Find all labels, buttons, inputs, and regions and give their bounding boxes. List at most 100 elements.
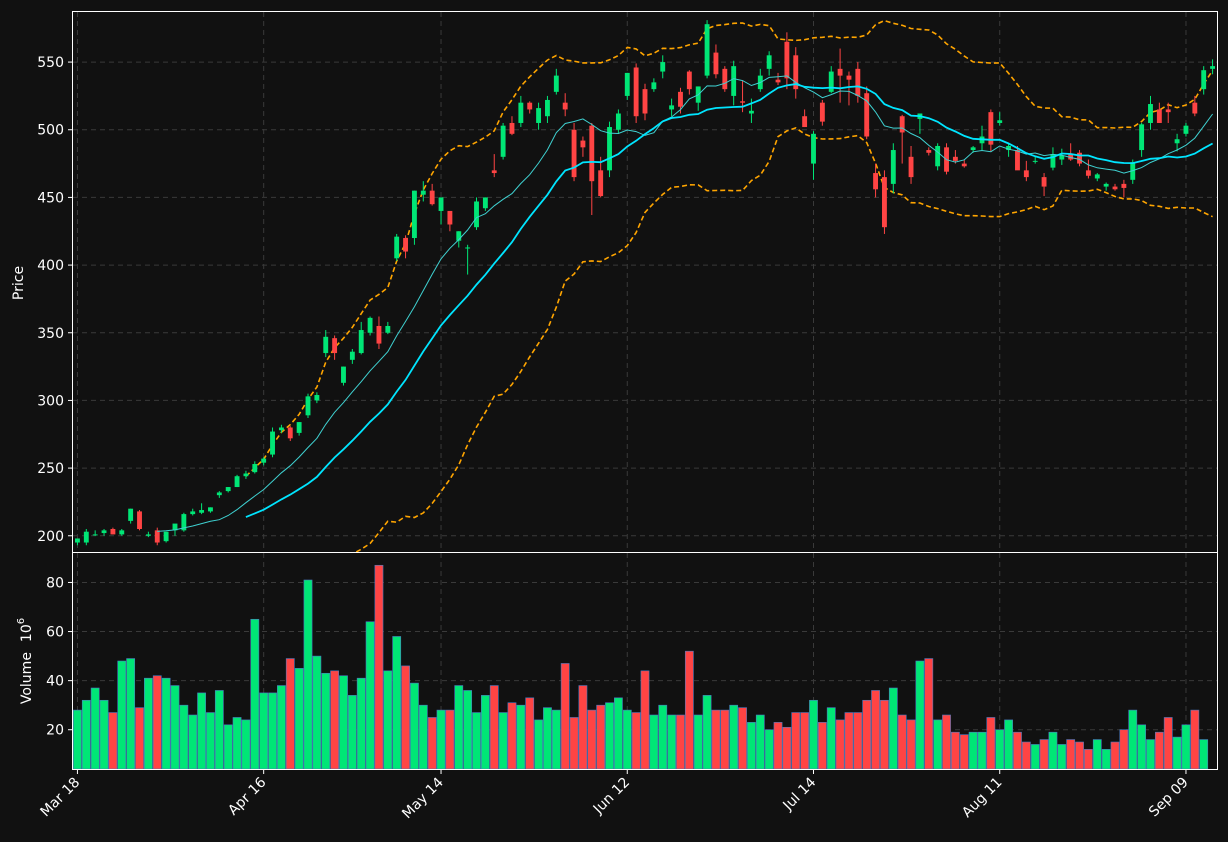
- candle-body: [669, 105, 675, 110]
- price-tick-label: 350: [37, 326, 64, 342]
- candle: [465, 244, 471, 275]
- candle-body: [580, 140, 586, 148]
- candle: [811, 131, 816, 180]
- volume-bar: [401, 665, 410, 770]
- candle: [1121, 179, 1127, 198]
- volume-bar: [951, 731, 960, 770]
- candle: [935, 143, 941, 171]
- volume-bars: [73, 564, 1209, 770]
- candle-body: [509, 122, 515, 134]
- candle: [314, 392, 320, 404]
- candle: [1112, 183, 1118, 191]
- volume-bar: [835, 719, 845, 770]
- candle: [1006, 143, 1012, 157]
- price-tick-label: 500: [37, 123, 64, 139]
- candle: [713, 44, 719, 79]
- volume-bar: [1004, 719, 1013, 770]
- price-tick-label: 200: [37, 529, 64, 545]
- candle: [385, 321, 391, 335]
- candle: [420, 181, 426, 202]
- candle-body: [110, 528, 116, 535]
- volume-bar: [543, 707, 552, 770]
- volume-bar: [480, 695, 490, 770]
- volume-panel: 20 40 60 80: [46, 552, 1218, 770]
- candle: [341, 366, 346, 386]
- volume-bar: [1057, 744, 1067, 770]
- candle: [660, 55, 666, 79]
- volume-bar: [427, 717, 437, 770]
- candle: [491, 154, 497, 178]
- candle: [864, 86, 870, 140]
- volume-bar: [649, 714, 659, 770]
- candle: [766, 51, 772, 76]
- candle-body: [163, 531, 169, 542]
- volume-bar: [1066, 739, 1076, 770]
- candle: [571, 122, 577, 182]
- candle: [1077, 150, 1082, 167]
- candle: [101, 528, 107, 536]
- volume-bar: [1190, 709, 1200, 770]
- candle-body: [545, 99, 550, 117]
- volume-bar: [463, 690, 473, 770]
- volume-bar: [117, 660, 127, 770]
- volume-tick-label: 20: [46, 723, 64, 739]
- candle-body: [332, 338, 338, 354]
- candle-body: [686, 71, 692, 90]
- candle: [1032, 156, 1038, 164]
- candle-body: [385, 325, 391, 333]
- candle-body: [314, 395, 320, 401]
- candle: [882, 170, 887, 234]
- volume-bar: [454, 685, 464, 770]
- volume-bar: [968, 731, 978, 770]
- candle: [1103, 182, 1109, 191]
- candle: [1183, 122, 1189, 137]
- volume-tick-label: 80: [46, 575, 64, 591]
- candle: [846, 71, 852, 106]
- candle-body: [633, 67, 639, 117]
- candle-body: [988, 112, 994, 145]
- candle-body: [740, 101, 745, 103]
- volume-bar: [782, 726, 792, 770]
- volume-bar: [1146, 739, 1155, 770]
- volume-bar: [1039, 739, 1049, 770]
- candle-body: [199, 510, 205, 513]
- candle: [1041, 173, 1047, 197]
- volume-bar: [516, 704, 526, 770]
- candle: [1023, 160, 1029, 182]
- candle-body: [899, 116, 905, 133]
- bollinger-lower-band: [354, 127, 1213, 552]
- candle-body: [1077, 152, 1082, 164]
- volume-bar: [995, 729, 1005, 770]
- candle: [119, 528, 125, 536]
- candle: [890, 143, 896, 194]
- volume-bar: [356, 677, 366, 770]
- volume-bar: [1013, 731, 1022, 770]
- volume-bar: [472, 712, 481, 770]
- candle: [873, 163, 879, 198]
- volume-bar: [1181, 724, 1191, 770]
- candle-body: [74, 538, 80, 543]
- candle-body: [1201, 70, 1207, 90]
- volume-bar: [1172, 736, 1182, 770]
- candle-body: [1041, 177, 1047, 187]
- volume-bar: [773, 722, 783, 770]
- volume-bar: [170, 685, 180, 770]
- candle-body: [970, 147, 976, 151]
- volume-bar: [977, 731, 987, 770]
- candle-body: [651, 82, 657, 90]
- volume-bar: [933, 719, 943, 770]
- candle-body: [855, 68, 861, 96]
- candle-body: [270, 431, 275, 455]
- candle: [261, 457, 267, 466]
- candle: [1210, 59, 1216, 75]
- candle-body: [403, 238, 408, 252]
- volume-bar: [285, 658, 295, 770]
- candle-body: [1112, 186, 1118, 190]
- volume-bar: [631, 712, 641, 770]
- volume-bar: [853, 712, 863, 770]
- candle-body: [890, 150, 896, 184]
- volume-bar: [197, 692, 206, 770]
- volume-bar: [534, 719, 543, 770]
- candle-body: [819, 102, 825, 122]
- candle: [110, 527, 116, 535]
